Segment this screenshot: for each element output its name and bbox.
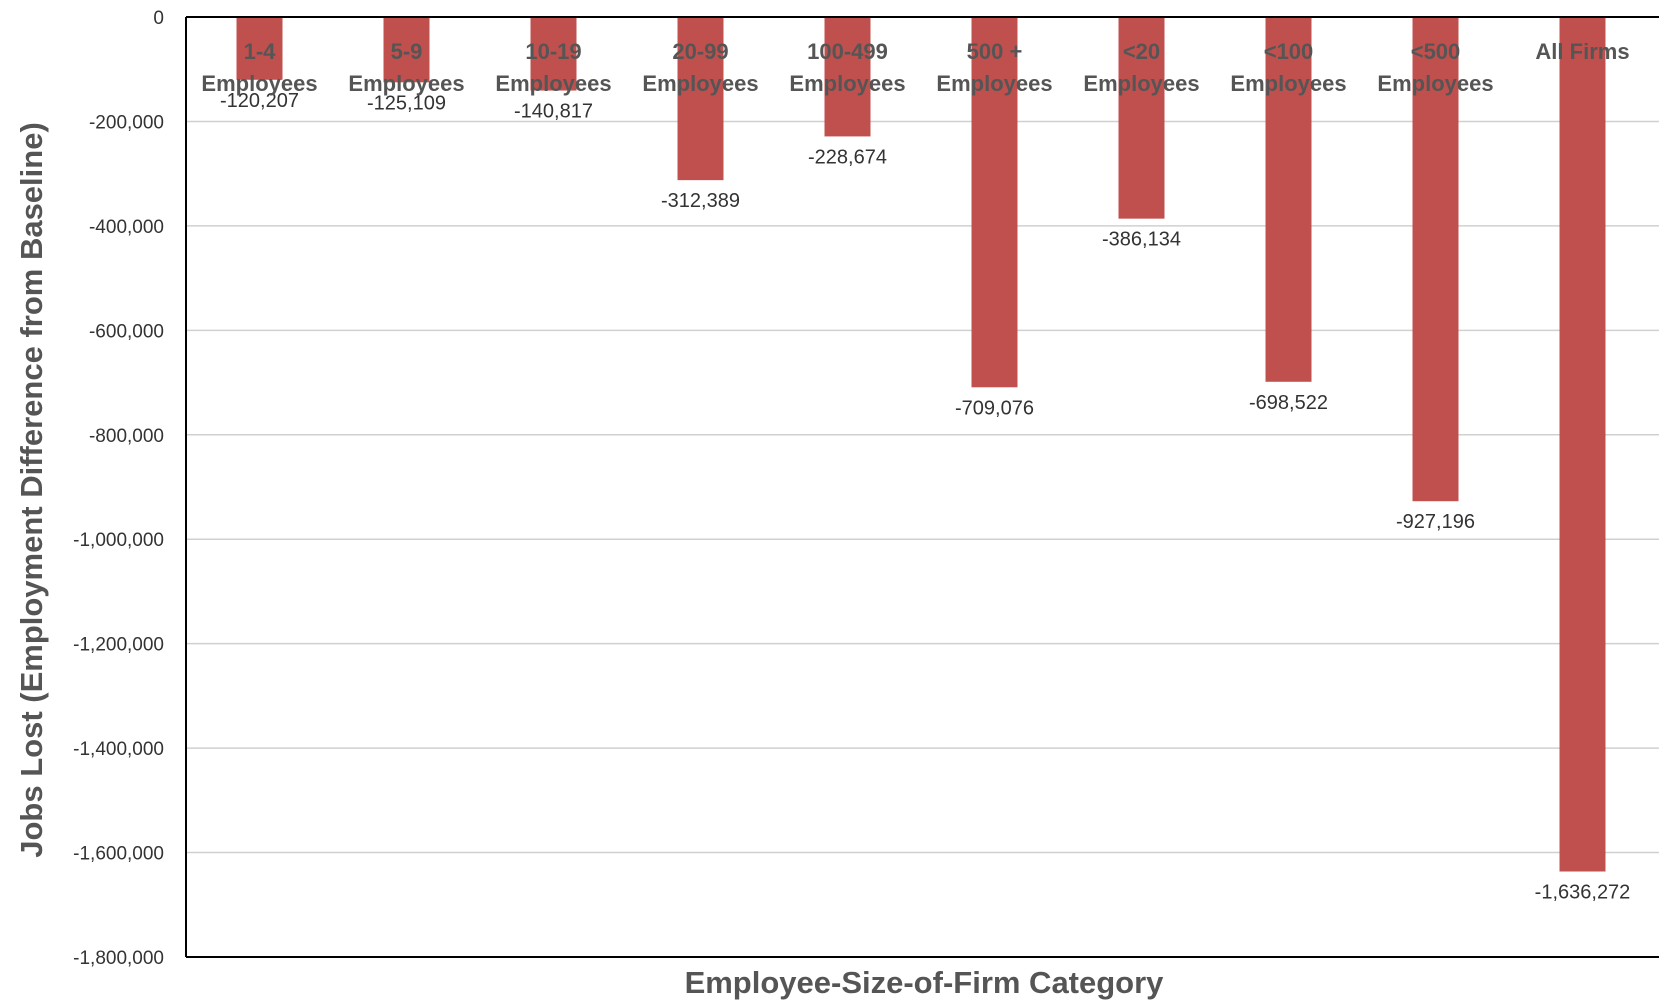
category-label: 500 + (967, 39, 1023, 64)
data-label: -312,389 (661, 190, 740, 212)
category-label: Employees (348, 71, 464, 96)
y-tick-label: -200,000 (89, 112, 164, 133)
data-label: -927,196 (1396, 511, 1475, 533)
data-label: -120,207 (220, 90, 299, 112)
y-tick-label: -1,600,000 (73, 844, 164, 865)
y-axis-title: Jobs Lost (Employment Difference from Ba… (14, 122, 49, 858)
category-label: Employees (1230, 71, 1346, 96)
y-tick-label: -1,800,000 (73, 948, 164, 969)
data-label: -1,636,272 (1535, 881, 1631, 903)
data-label: -386,134 (1102, 229, 1181, 251)
data-label: -698,522 (1249, 392, 1328, 414)
category-label: Employees (936, 71, 1052, 96)
bar (530, 17, 577, 91)
data-label: -140,817 (514, 101, 593, 123)
category-label: <20 (1123, 39, 1160, 64)
data-label: -709,076 (955, 397, 1034, 419)
category-label: <500 (1411, 39, 1461, 64)
bar (971, 17, 1018, 388)
category-label: 100-499 (807, 39, 888, 64)
category-label: 1-4 (244, 39, 277, 64)
bars (236, 17, 1606, 872)
gridlines (186, 120, 1659, 854)
axes (185, 16, 1659, 958)
bar (1412, 17, 1459, 502)
category-label: Employees (1083, 71, 1199, 96)
bar (236, 17, 283, 80)
bar (1118, 17, 1165, 219)
category-labels: 1-4 Employees 5-9 Employees 10-19 Employees 20… (201, 39, 1629, 96)
category-label: Employees (495, 71, 611, 96)
bar (677, 17, 724, 181)
category-label: 5-9 (391, 39, 423, 64)
category-label: <100 (1264, 39, 1314, 64)
category-label: All Firms (1535, 39, 1629, 64)
data-label: -228,674 (808, 146, 887, 168)
category-label: Employees (789, 71, 905, 96)
category-label: 10-19 (525, 39, 581, 64)
bar (383, 17, 430, 83)
y-tick-labels: 0 -200,000 -400,000 -600,000 -800,000 -1,000,… (73, 8, 164, 969)
y-tick-label: -1,000,000 (73, 530, 164, 551)
x-axis-title: Employee-Size-of-Firm Category (685, 965, 1165, 1000)
bar (1559, 17, 1606, 872)
y-tick-label: -400,000 (89, 217, 164, 238)
bar (824, 17, 871, 137)
y-tick-label: -800,000 (89, 426, 164, 447)
y-tick-label: 0 (153, 8, 164, 29)
category-label: Employees (201, 71, 317, 96)
category-label: Employees (1377, 71, 1493, 96)
bar (1265, 17, 1312, 382)
category-label: 20-99 (672, 39, 728, 64)
y-tick-label: -1,400,000 (73, 739, 164, 760)
data-label: -125,109 (367, 92, 446, 114)
y-tick-label: -600,000 (89, 321, 164, 342)
data-labels: -120,207 -125,109 -140,817 -312,389 -228,674… (220, 90, 1630, 904)
y-tick-label: -1,200,000 (73, 635, 164, 656)
category-label: Employees (642, 71, 758, 96)
